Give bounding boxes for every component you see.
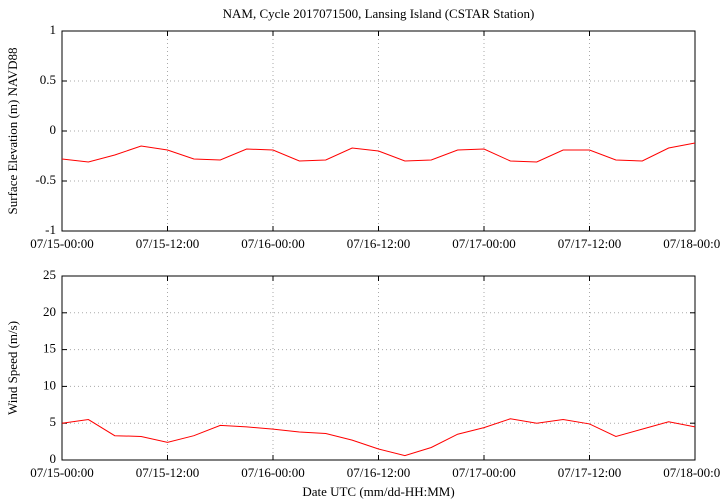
y-tick-label: 0.5 <box>40 72 56 87</box>
chart-title: NAM, Cycle 2017071500, Lansing Island (C… <box>223 6 535 21</box>
y-tick-label: 20 <box>43 304 56 319</box>
y-tick-label: 0 <box>50 122 57 137</box>
x-tick-label: 07/18-00:00 <box>663 236 720 251</box>
x-tick-label: 07/17-00:00 <box>452 236 516 251</box>
x-tick-label: 07/18-00:00 <box>663 465 720 480</box>
y-tick-label: -1 <box>45 222 56 237</box>
x-tick-label: 07/15-00:00 <box>30 236 94 251</box>
y-tick-label: 5 <box>50 414 57 429</box>
x-tick-label: 07/16-00:00 <box>241 236 305 251</box>
plot-frame <box>61 275 696 461</box>
x-tick-label: 07/15-00:00 <box>30 465 94 480</box>
x-tick-label: 07/16-12:00 <box>347 236 411 251</box>
y-tick-label: 15 <box>43 341 56 356</box>
data-line <box>61 418 696 457</box>
x-tick-label: 07/15-12:00 <box>136 236 200 251</box>
x-tick-label: 07/17-12:00 <box>558 236 622 251</box>
x-tick-label: 07/16-12:00 <box>347 465 411 480</box>
y-axis-label: Wind Speed (m/s) <box>5 321 20 415</box>
y-tick-label: 25 <box>43 267 56 282</box>
plot-frame <box>61 30 696 232</box>
y-tick-label: 10 <box>43 377 56 392</box>
y-tick-label: 0 <box>50 451 57 466</box>
x-axis-label: Date UTC (mm/dd-HH:MM) <box>302 484 454 499</box>
x-tick-label: 07/17-00:00 <box>452 465 516 480</box>
x-tick-label: 07/16-00:00 <box>241 465 305 480</box>
y-tick-label: -0.5 <box>35 172 56 187</box>
y-tick-label: 1 <box>50 22 57 37</box>
y-axis-label: Surface Elevation (m) NAVD88 <box>5 48 20 215</box>
x-tick-label: 07/15-12:00 <box>136 465 200 480</box>
x-tick-label: 07/17-12:00 <box>558 465 622 480</box>
data-line <box>61 142 696 163</box>
